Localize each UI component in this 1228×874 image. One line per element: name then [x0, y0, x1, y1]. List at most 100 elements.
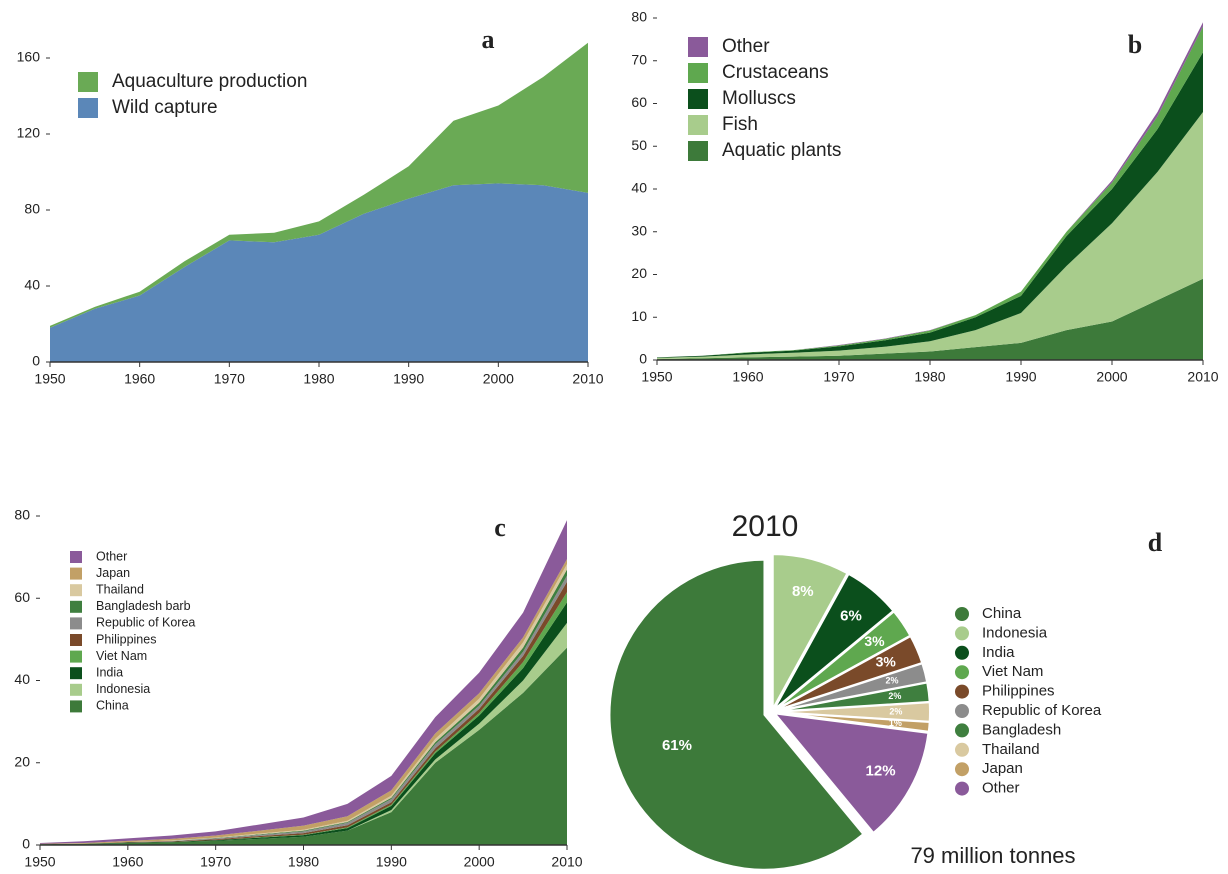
slice-label: 61% [662, 737, 692, 754]
legend-label: Indonesia [982, 624, 1048, 641]
legend-swatch [955, 607, 969, 621]
legend-label: Viet Nam [96, 649, 147, 663]
y-tick-label: 20 [631, 265, 647, 281]
y-tick-label: 20 [14, 753, 30, 769]
legend-label: China [96, 699, 129, 713]
slice-label: 2% [888, 691, 901, 701]
legend-label: Thailand [96, 582, 144, 596]
x-tick-label: 1980 [914, 369, 945, 385]
legend-swatch [688, 63, 708, 83]
x-tick-label: 2000 [483, 371, 514, 387]
y-tick-label: 80 [631, 9, 647, 25]
x-tick-label: 1970 [200, 854, 231, 869]
legend-label: Bangladesh [982, 721, 1061, 738]
x-tick-label: 1980 [288, 854, 319, 869]
legend-label: Philippines [982, 683, 1055, 700]
y-tick-label: 60 [631, 94, 647, 110]
legend-swatch [70, 700, 82, 713]
panel-label: c [494, 513, 506, 542]
x-tick-label: 1970 [214, 371, 245, 387]
y-tick-label: 160 [17, 49, 41, 65]
panel-label: a [482, 25, 495, 54]
area [40, 647, 567, 845]
legend-label: Other [982, 780, 1020, 797]
area [657, 278, 1203, 360]
x-tick-label: 1950 [641, 369, 672, 385]
y-tick-label: 0 [639, 351, 647, 367]
legend-swatch [70, 600, 82, 613]
y-tick-label: 50 [631, 137, 647, 153]
legend-swatch [955, 762, 969, 777]
x-tick-label: 1960 [124, 371, 155, 387]
slice-label: 3% [876, 653, 897, 669]
legend-label: Republic of Korea [982, 702, 1102, 719]
slice-label: 3% [864, 633, 885, 649]
legend-swatch [688, 37, 708, 57]
y-tick-label: 30 [631, 222, 647, 238]
legend-swatch [70, 551, 82, 563]
legend-swatch [70, 584, 82, 597]
x-tick-label: 2000 [464, 854, 495, 869]
legend-swatch [78, 98, 98, 118]
slice-label: 2% [885, 676, 898, 686]
x-tick-label: 1990 [393, 371, 424, 387]
legend-swatch [955, 665, 969, 680]
x-tick-label: 1960 [112, 854, 143, 869]
legend-swatch [70, 683, 82, 696]
x-tick-label: 1950 [34, 371, 65, 387]
legend-swatch [955, 742, 969, 757]
legend-label: Indonesia [96, 682, 150, 696]
legend-label: India [982, 644, 1015, 661]
y-tick-label: 60 [14, 589, 30, 605]
pie-slice [608, 558, 865, 871]
slice-label: 1% [889, 718, 902, 728]
legend-label: Fish [722, 114, 758, 135]
legend-label: Viet Nam [982, 663, 1043, 680]
legend-swatch [70, 634, 82, 646]
chart-title: 2010 [732, 510, 799, 543]
y-tick-label: 80 [24, 201, 40, 217]
legend-label: China [982, 605, 1022, 622]
y-tick-label: 120 [17, 125, 41, 141]
legend-swatch [955, 645, 969, 660]
legend-swatch [70, 667, 82, 680]
legend-label: Molluscs [722, 88, 796, 109]
pie-slice [771, 553, 849, 710]
chart-subtitle: 79 million tonnes [910, 843, 1075, 868]
legend-label: Other [722, 36, 770, 57]
legend-swatch [688, 115, 708, 135]
legend-swatch [70, 617, 82, 630]
legend-swatch [70, 567, 82, 580]
x-tick-label: 1960 [732, 369, 763, 385]
legend-swatch [955, 626, 969, 641]
x-tick-label: 2010 [572, 371, 603, 387]
legend-label: Bangladesh barb [96, 599, 191, 613]
y-tick-label: 80 [14, 507, 30, 523]
area [657, 112, 1203, 360]
x-tick-label: 2010 [551, 854, 582, 869]
legend-label: Aquaculture production [112, 71, 307, 92]
y-tick-label: 40 [24, 277, 40, 293]
legend-swatch [78, 72, 98, 92]
legend-label: Thailand [982, 741, 1040, 758]
x-tick-label: 2000 [1096, 369, 1127, 385]
slice-label: 8% [792, 583, 814, 600]
slice-label: 2% [889, 706, 902, 716]
y-tick-label: 40 [14, 671, 30, 687]
pie-slice [772, 712, 930, 835]
legend-label: India [96, 665, 123, 679]
legend-label: Japan [982, 760, 1023, 777]
slice-label: 12% [866, 763, 896, 780]
panel-label: d [1148, 528, 1163, 557]
area [50, 183, 588, 362]
y-tick-label: 10 [631, 308, 647, 324]
legend-label: Philippines [96, 632, 156, 646]
legend-swatch [955, 704, 969, 718]
legend-swatch [688, 141, 708, 161]
legend-swatch [955, 781, 969, 796]
slice-label: 6% [840, 608, 862, 625]
legend-swatch [955, 684, 969, 699]
x-tick-label: 1970 [823, 369, 854, 385]
